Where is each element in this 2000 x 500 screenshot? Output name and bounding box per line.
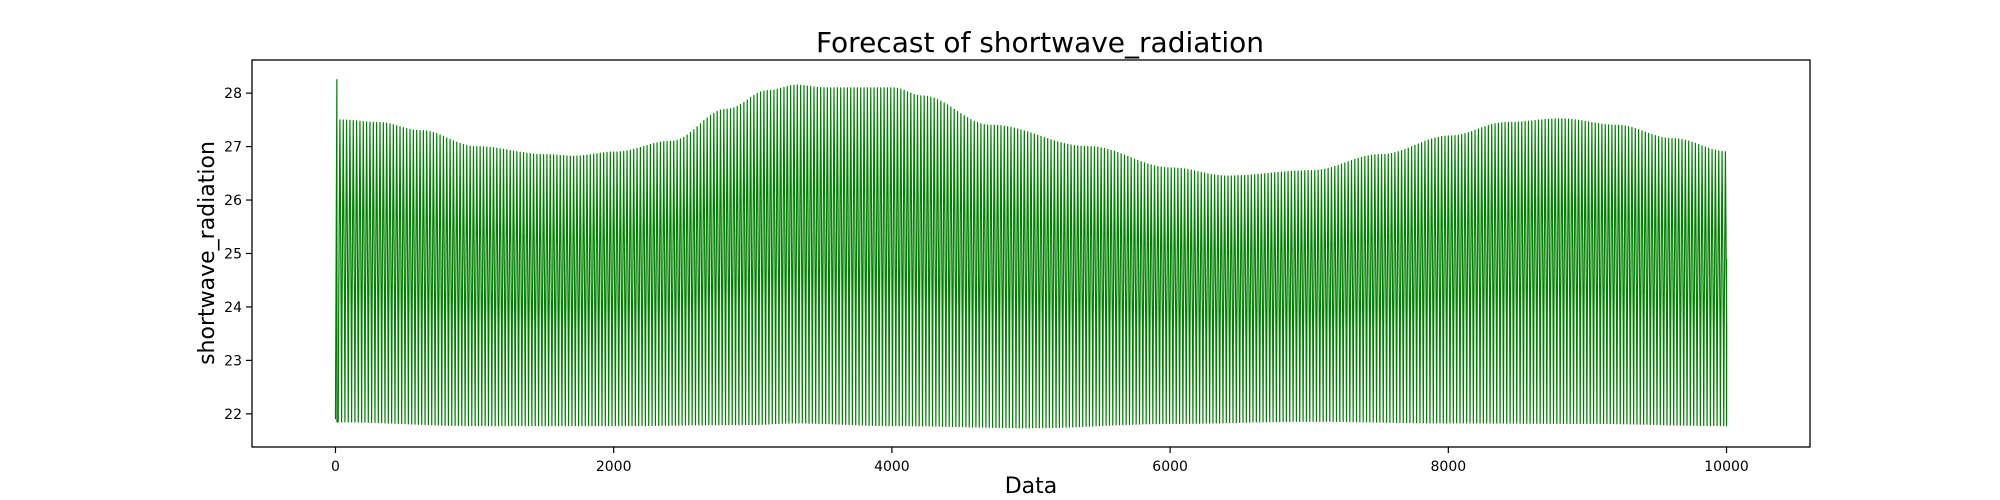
x-tick-label: 4000 bbox=[874, 459, 910, 475]
x-tick-label: 10000 bbox=[1704, 459, 1749, 475]
x-tick-label: 6000 bbox=[1152, 459, 1188, 475]
x-tick-label: 0 bbox=[331, 459, 340, 475]
series-line bbox=[334, 79, 1728, 429]
y-tick-label: 27 bbox=[224, 140, 242, 156]
chart-title: Forecast of shortwave_radiation bbox=[816, 26, 1264, 59]
y-tick-label: 28 bbox=[224, 86, 242, 102]
plot-area bbox=[334, 79, 1728, 429]
y-tick-label: 22 bbox=[224, 407, 242, 423]
x-tick-label: 8000 bbox=[1431, 459, 1467, 475]
y-axis-label: shortwave_radiation bbox=[195, 141, 220, 365]
y-tick-label: 25 bbox=[224, 247, 242, 263]
x-axis-label: Data bbox=[1005, 474, 1058, 499]
y-tick-label: 26 bbox=[224, 193, 242, 209]
axis-ticks: 0 2000 4000 6000 8000 10000 22 23 24 25 26 27 28 bbox=[224, 86, 1749, 475]
x-tick-label: 2000 bbox=[596, 459, 632, 475]
y-tick-label: 24 bbox=[224, 300, 242, 316]
axes-frame bbox=[251, 59, 1811, 448]
y-tick-label: 23 bbox=[224, 353, 242, 369]
